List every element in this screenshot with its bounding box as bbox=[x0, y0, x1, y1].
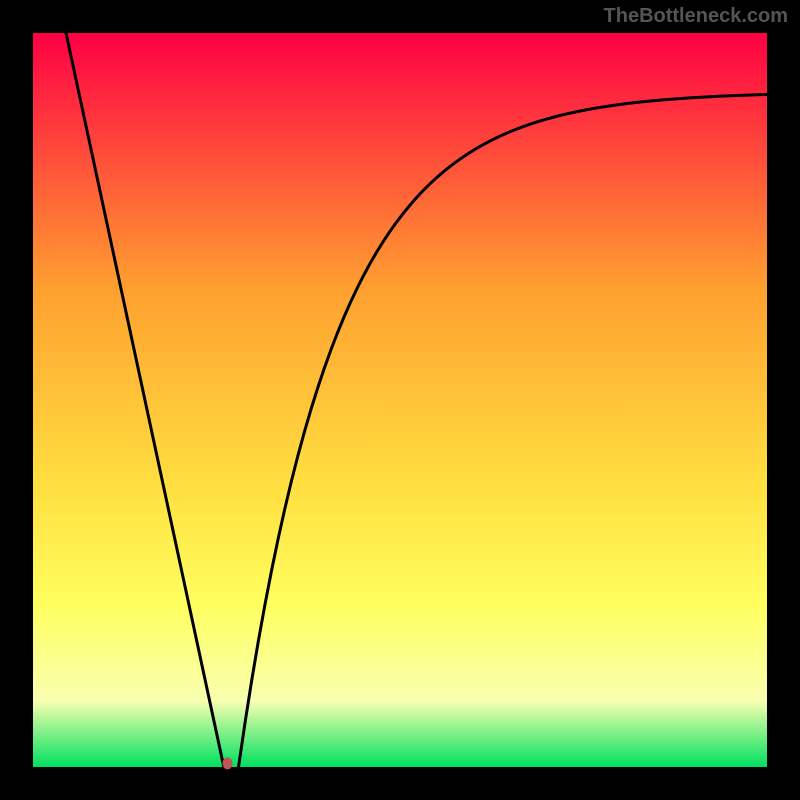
chart-plot-area bbox=[33, 33, 767, 767]
optimum-marker bbox=[223, 757, 233, 769]
watermark-text: TheBottleneck.com bbox=[604, 5, 788, 27]
